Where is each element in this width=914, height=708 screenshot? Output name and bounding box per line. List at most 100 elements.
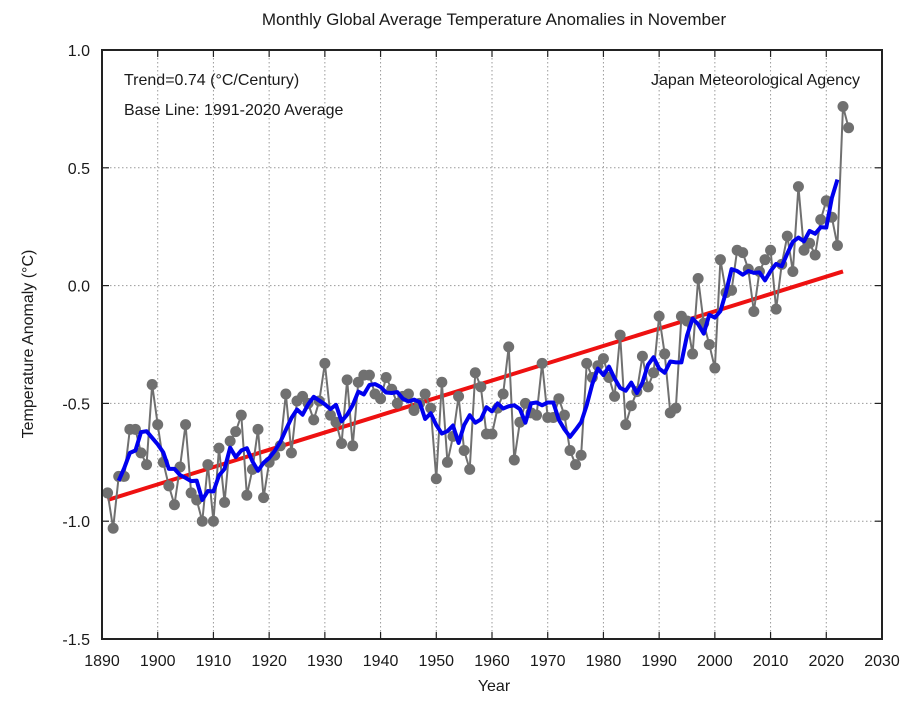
annual-point <box>564 445 576 457</box>
annual-point <box>636 350 648 362</box>
annual-point <box>419 388 431 400</box>
annual-point <box>425 402 437 414</box>
annual-point <box>770 303 782 315</box>
annual-point <box>497 388 509 400</box>
trend-annotation: Trend=0.74 (°C/Century) <box>124 72 299 89</box>
annual-point <box>436 376 448 388</box>
annual-point <box>141 459 153 471</box>
x-tick-label: 1900 <box>140 653 176 670</box>
annual-point <box>180 419 192 431</box>
annual-point <box>687 348 699 360</box>
x-tick-labels: 1890 1900 1910 1920 1930 1940 1950 1960 1970 1980… <box>84 653 900 670</box>
annual-point <box>168 499 180 511</box>
annual-point <box>308 414 320 426</box>
annual-point <box>230 426 242 438</box>
annual-point <box>319 357 331 369</box>
y-tick-label: 1.0 <box>68 43 90 60</box>
annual-point <box>804 237 816 249</box>
x-tick-label: 2000 <box>697 653 733 670</box>
annual-point <box>341 374 353 386</box>
annual-point <box>347 440 359 452</box>
annual-point <box>558 409 570 421</box>
annual-point <box>831 240 843 252</box>
x-tick-label: 1980 <box>586 653 622 670</box>
source-annotation: Japan Meteorological Agency <box>651 72 860 89</box>
grid <box>102 50 882 639</box>
annual-point <box>430 473 442 485</box>
annual-point <box>597 353 609 365</box>
x-axis-title: Year <box>478 678 511 695</box>
annual-point <box>625 400 637 412</box>
annual-point <box>609 390 621 402</box>
annual-point <box>648 367 660 379</box>
annual-point <box>570 459 582 471</box>
annual-point <box>453 390 465 402</box>
annual-point <box>486 428 498 440</box>
x-tick-label: 1890 <box>84 653 120 670</box>
annual-point <box>620 419 632 431</box>
annual-point <box>207 515 219 527</box>
annual-point <box>380 371 392 383</box>
x-tick-label: 1950 <box>418 653 454 670</box>
axis-ticks <box>101 49 883 640</box>
annual-point <box>213 442 225 454</box>
annual-point <box>252 423 264 435</box>
annual-point <box>508 454 520 466</box>
annual-point <box>135 447 147 459</box>
annual-point <box>464 463 476 475</box>
annual-point <box>781 230 793 242</box>
annual-point <box>703 339 715 350</box>
annual-point <box>235 409 247 421</box>
annual-point <box>458 445 470 457</box>
annual-point <box>336 437 348 449</box>
x-tick-label: 1970 <box>530 653 566 670</box>
annual-point <box>581 357 593 369</box>
annual-point <box>330 416 342 428</box>
annual-point <box>553 393 565 405</box>
annual-point <box>843 122 855 134</box>
annual-point <box>152 419 164 431</box>
annual-point <box>809 249 821 261</box>
y-tick-label: -1.5 <box>62 632 90 649</box>
annual-point <box>107 522 119 534</box>
x-tick-label: 1920 <box>251 653 287 670</box>
annual-point <box>748 306 760 318</box>
annual-point <box>614 329 626 341</box>
y-tick-label: -1.0 <box>62 514 90 531</box>
annual-point <box>258 492 270 504</box>
running-mean-line <box>116 178 840 502</box>
annual-point <box>241 489 253 501</box>
annual-point <box>575 449 587 461</box>
annual-point <box>659 348 671 360</box>
annual-series <box>102 101 855 534</box>
annual-point <box>202 459 214 471</box>
annual-point <box>653 310 665 322</box>
y-tick-label: 0.0 <box>68 279 90 296</box>
annual-point <box>531 409 543 421</box>
x-tick-label: 1960 <box>474 653 510 670</box>
y-tick-labels: -1.5 -1.0 -0.5 0.0 0.5 1.0 <box>62 43 90 649</box>
running-mean-group <box>116 178 840 502</box>
annual-point <box>787 265 799 277</box>
annual-point <box>759 254 771 266</box>
annual-point <box>536 357 548 369</box>
baseline-annotation: Base Line: 1991-2020 Average <box>124 102 344 119</box>
annual-point <box>475 381 487 393</box>
annual-point <box>469 367 481 379</box>
x-tick-label: 2020 <box>808 653 844 670</box>
annual-point <box>714 254 726 266</box>
annual-point <box>219 496 231 508</box>
x-tick-label: 2030 <box>864 653 900 670</box>
y-axis-title: Temperature Anomaly (°C) <box>20 250 37 439</box>
x-tick-label: 1990 <box>641 653 677 670</box>
annual-point <box>765 244 777 256</box>
annual-point <box>815 214 827 226</box>
x-tick-label: 2010 <box>753 653 789 670</box>
x-tick-label: 1940 <box>363 653 399 670</box>
annual-point <box>375 393 387 405</box>
annual-point <box>363 369 375 381</box>
annual-point <box>280 388 292 400</box>
plot-frame <box>101 49 883 640</box>
annual-point <box>792 181 804 193</box>
